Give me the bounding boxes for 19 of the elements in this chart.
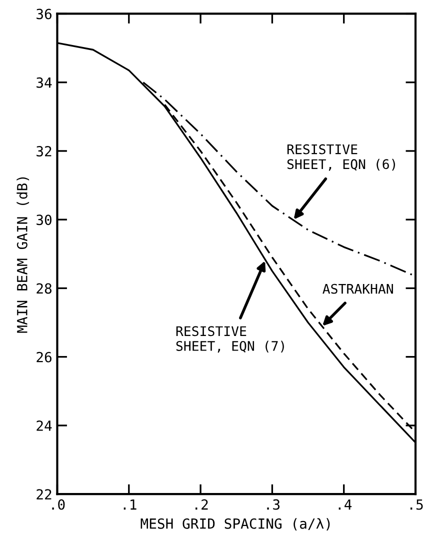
annotation: RESISTIVE SHEET, EQN (7) [176, 326, 284, 353]
x-tick-label: .4 [338, 499, 352, 510]
x-axis-title: MESH GRID SPACING (a/λ) [140, 518, 330, 530]
annotation: ASTRAKHAN [322, 284, 393, 294]
annotation: RESISTIVE SHEET, EQN (6) [287, 144, 396, 171]
x-tick-label: .0 [52, 499, 65, 510]
y-tick-label: 24 [36, 420, 52, 431]
y-tick-label: 32 [36, 146, 52, 156]
x-tick-label: .1 [124, 499, 136, 510]
x-tick-label: .3 [267, 499, 280, 510]
y-tick-label: 22 [36, 489, 52, 500]
x-tick-label: .2 [196, 499, 208, 510]
y-axis-title: MAIN BEAM GAIN (dB) [16, 177, 30, 333]
y-tick-label: 26 [36, 352, 52, 362]
y-tick-label: 34 [36, 77, 52, 88]
x-tick-label: .5 [410, 499, 423, 510]
y-tick-label: 36 [36, 8, 52, 20]
y-tick-label: 28 [36, 283, 52, 294]
y-tick-label: 30 [36, 214, 52, 226]
